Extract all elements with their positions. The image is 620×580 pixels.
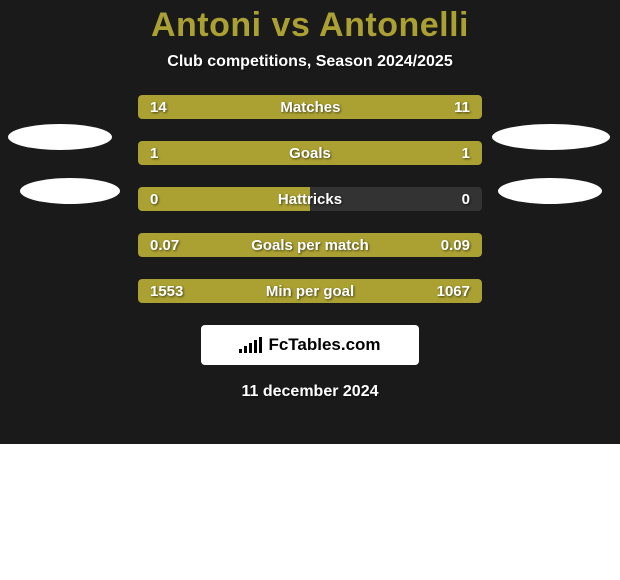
stat-row: 14Matches11: [138, 95, 482, 119]
player-left-photo-2: [20, 178, 120, 204]
stat-value-right: 0.09: [441, 237, 470, 254]
stat-row: 0.07Goals per match0.09: [138, 233, 482, 257]
stat-value-left: 1553: [150, 283, 183, 300]
stat-value-right: 11: [454, 99, 470, 116]
page-subtitle: Club competitions, Season 2024/2025: [0, 53, 620, 71]
bar-icon-segment: [259, 337, 262, 353]
stat-value-right: 0: [462, 191, 470, 208]
stat-label: Matches: [167, 99, 454, 116]
player-right-photo-2: [498, 178, 602, 204]
stat-value-right: 1067: [437, 283, 470, 300]
stat-label: Goals per match: [179, 237, 441, 254]
stat-value-left: 0: [150, 191, 158, 208]
stat-value-right: 1: [462, 145, 470, 162]
bar-icon-segment: [239, 349, 242, 353]
comparison-panel: Antoni vs Antonelli Club competitions, S…: [0, 0, 620, 444]
player-right-photo-1: [492, 124, 610, 150]
stat-value-left: 14: [150, 99, 167, 116]
stat-value-left: 1: [150, 145, 158, 162]
stat-row: 1553Min per goal1067: [138, 279, 482, 303]
stat-value-left: 0.07: [150, 237, 179, 254]
stat-row: 0Hattricks0: [138, 187, 482, 211]
player-left-photo-1: [8, 124, 112, 150]
stat-label: Goals: [158, 145, 461, 162]
stats-rows: 14Matches111Goals10Hattricks00.07Goals p…: [138, 95, 482, 303]
fctables-logo[interactable]: FcTables.com: [201, 325, 419, 365]
bar-icon-segment: [249, 343, 252, 353]
bar-icon-segment: [244, 346, 247, 353]
stat-label: Min per goal: [183, 283, 436, 300]
bars-icon: [239, 337, 262, 353]
bar-icon-segment: [254, 340, 257, 353]
logo-text: FcTables.com: [268, 335, 380, 355]
page-title: Antoni vs Antonelli: [0, 6, 620, 45]
stat-row: 1Goals1: [138, 141, 482, 165]
stat-label: Hattricks: [158, 191, 461, 208]
snapshot-date: 11 december 2024: [0, 383, 620, 401]
